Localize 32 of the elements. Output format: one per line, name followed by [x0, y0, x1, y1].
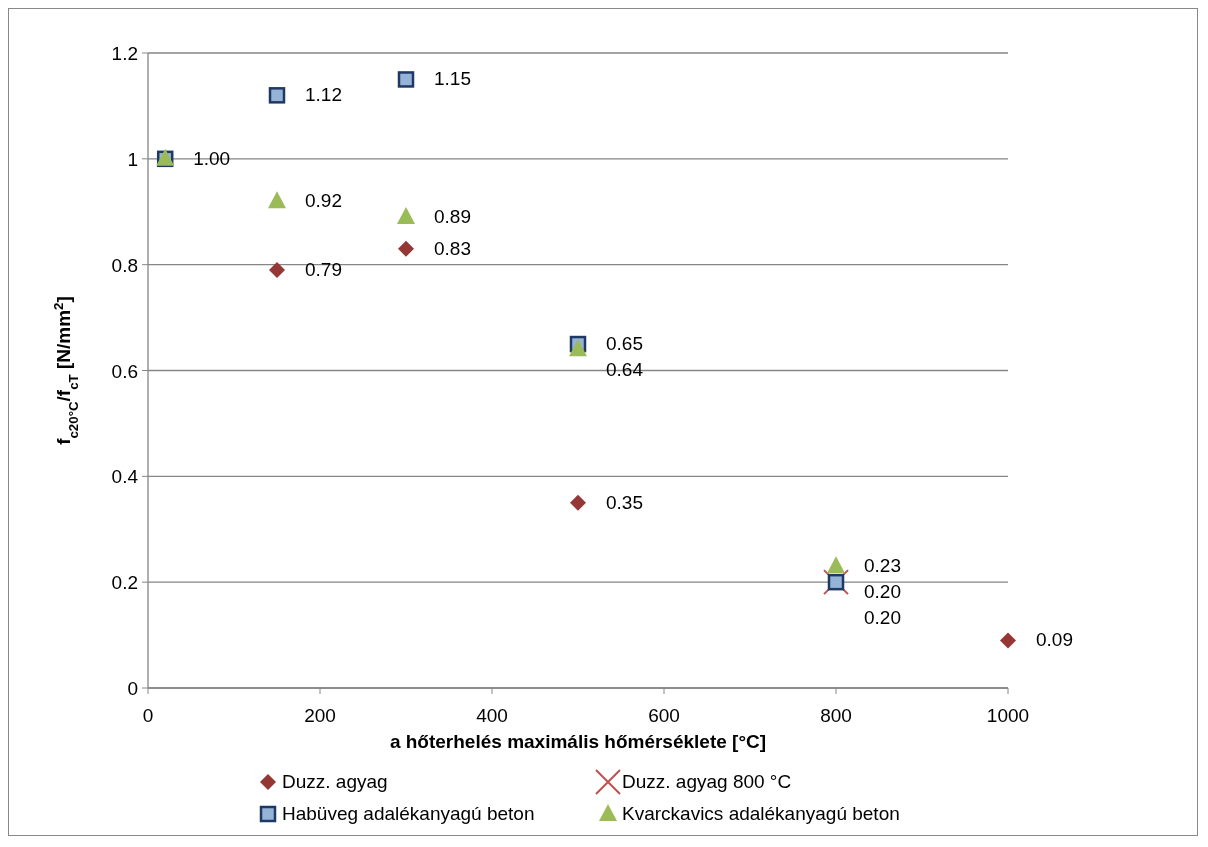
y-tick-label: 0.2 — [111, 572, 138, 594]
data-label: 0.20 — [864, 581, 901, 603]
data-label: 0.23 — [864, 555, 901, 577]
y-tick-label: 0.4 — [111, 466, 139, 488]
data-label: 0.79 — [305, 258, 342, 280]
x-axis-title: a hőterhelés maximális hőmérséklete [°C] — [389, 731, 767, 752]
data-label: 0.35 — [606, 491, 643, 513]
x-tick-label: 600 — [648, 705, 680, 726]
data-label: 0.64 — [606, 359, 644, 381]
data-label: 1.00 — [193, 147, 231, 169]
y-tick-label: 0.8 — [111, 254, 138, 276]
data-label: 0.83 — [434, 237, 471, 259]
x-tick-label: 800 — [820, 705, 852, 726]
legend-label: Duzz. agyag 800 °C — [622, 771, 792, 792]
data-label: 0.92 — [305, 190, 342, 212]
data-label: 0.89 — [434, 206, 471, 228]
y-tick-label: 1.2 — [111, 43, 138, 64]
data-label: 0.20 — [864, 607, 901, 629]
legend-label: Duzz. agyag — [282, 771, 388, 792]
legend-label: Habüveg adalékanyagú beton — [282, 803, 535, 824]
x-tick-label: 1000 — [986, 705, 1030, 726]
data-label: 1.15 — [434, 68, 471, 90]
y-tick-label: 0 — [127, 678, 138, 699]
y-tick-label: 1 — [127, 148, 138, 170]
data-label: 1.12 — [305, 84, 342, 106]
x-tick-label: 0 — [142, 705, 154, 726]
legend-label: Kvarckavics adalékanyagú beton — [622, 803, 900, 824]
data-label: 0.65 — [606, 333, 643, 355]
y-tick-label: 0.6 — [111, 360, 138, 382]
x-tick-label: 400 — [476, 705, 508, 726]
data-label: 0.09 — [1036, 629, 1073, 651]
x-tick-label: 200 — [304, 705, 336, 726]
